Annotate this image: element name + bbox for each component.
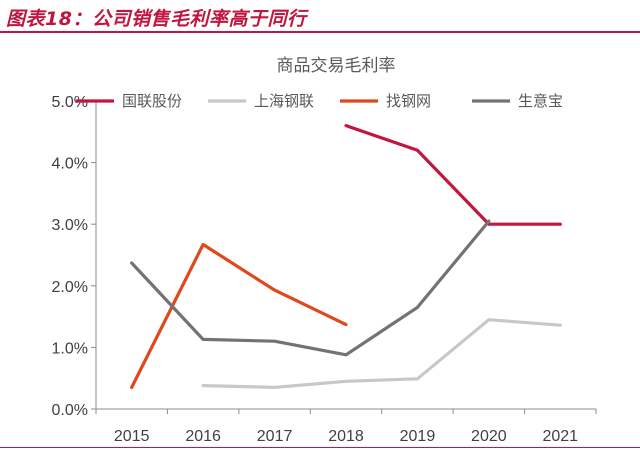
- x-tick-label: 2017: [257, 428, 293, 445]
- x-tick-label: 2015: [114, 428, 150, 445]
- chart-title: 商品交易毛利率: [277, 56, 396, 76]
- y-tick-label: 2.0%: [52, 279, 88, 296]
- bottom-divider: [0, 447, 640, 448]
- x-tick-label: 2016: [185, 428, 221, 445]
- chart-axes: 0.0% 1.0% 2.0% 3.0% 4.0% 5.0% 2015 2016 2017 2018…: [52, 94, 597, 445]
- x-tick-label: 2021: [542, 428, 578, 445]
- y-tick-label: 5.0%: [52, 94, 88, 111]
- legend-label: 国联股份: [122, 92, 182, 110]
- chart-legend: 国联股份 上海钢联 找钢网 生意宝: [76, 92, 563, 110]
- series-line: [344, 123, 562, 226]
- legend-label: 找钢网: [386, 92, 431, 110]
- legend-label: 生意宝: [518, 92, 563, 110]
- y-tick-label: 0.0%: [52, 402, 88, 419]
- figure-title: 图表18：公司销售毛利率高于同行: [6, 8, 307, 30]
- x-tick-label: 2020: [471, 428, 507, 445]
- series-layer: [130, 123, 562, 389]
- y-tick-label: 4.0%: [52, 156, 88, 173]
- title-divider: [0, 31, 640, 33]
- x-tick-label: 2018: [328, 428, 364, 445]
- series-line: [201, 318, 562, 389]
- series-line: [130, 242, 348, 389]
- series-line: [130, 219, 491, 357]
- x-tick-label: 2019: [400, 428, 436, 445]
- y-tick-label: 1.0%: [52, 340, 88, 357]
- y-tick-label: 3.0%: [52, 217, 88, 234]
- legend-label: 上海钢联: [254, 92, 314, 110]
